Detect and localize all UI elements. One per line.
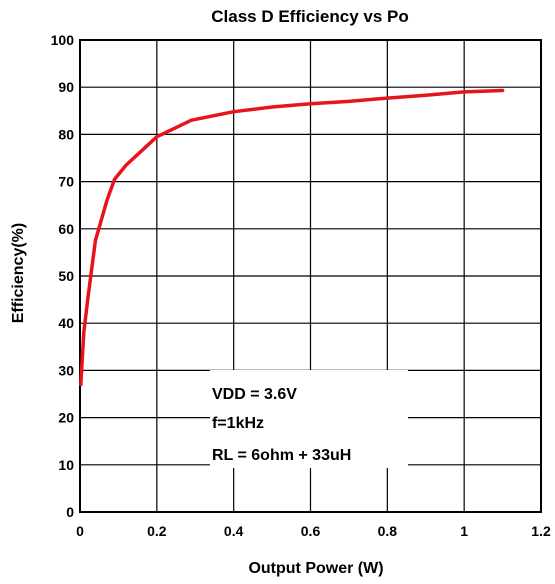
chart-title: Class D Efficiency vs Po <box>211 7 408 26</box>
y-tick-label: 10 <box>58 457 74 473</box>
y-tick-label: 100 <box>51 32 75 48</box>
series-layer <box>79 88 505 387</box>
y-tick-label: 60 <box>58 221 74 237</box>
annotation-load: RL = 6ohm + 33uH <box>212 447 351 464</box>
x-tick-label: 0 <box>76 523 84 539</box>
y-tick-label: 20 <box>58 410 74 426</box>
annotation-box: VDD = 3.6V f=1kHz RL = 6ohm + 33uH <box>210 370 408 468</box>
y-tick-label: 90 <box>58 79 74 95</box>
x-axis-label: Output Power (W) <box>248 560 383 577</box>
x-tick-label: 0.4 <box>224 523 244 539</box>
y-tick-label: 30 <box>58 362 74 378</box>
annotation-vdd: VDD = 3.6V <box>212 386 297 403</box>
y-tick-label: 50 <box>58 268 74 284</box>
x-tick-label: 1.2 <box>531 523 551 539</box>
y-tick-label: 80 <box>58 126 74 142</box>
y-tick-label: 70 <box>58 174 74 190</box>
x-tick-label: 0.8 <box>378 523 398 539</box>
y-axis-label: Efficiency(%) <box>10 223 27 323</box>
annotation-background <box>210 370 408 468</box>
x-axis-ticks: 0 0.2 0.4 0.6 0.8 1 1.2 <box>76 523 551 539</box>
x-tick-label: 1 <box>460 523 468 539</box>
y-axis-ticks: 0 10 20 30 40 50 60 70 80 90 100 <box>51 32 75 520</box>
y-tick-label: 40 <box>58 315 74 331</box>
x-tick-label: 0.6 <box>301 523 321 539</box>
annotation-frequency: f=1kHz <box>212 415 264 432</box>
y-tick-label: 0 <box>66 504 74 520</box>
x-tick-label: 0.2 <box>147 523 167 539</box>
efficiency-series-line <box>79 88 505 387</box>
plot-frame <box>79 39 542 513</box>
